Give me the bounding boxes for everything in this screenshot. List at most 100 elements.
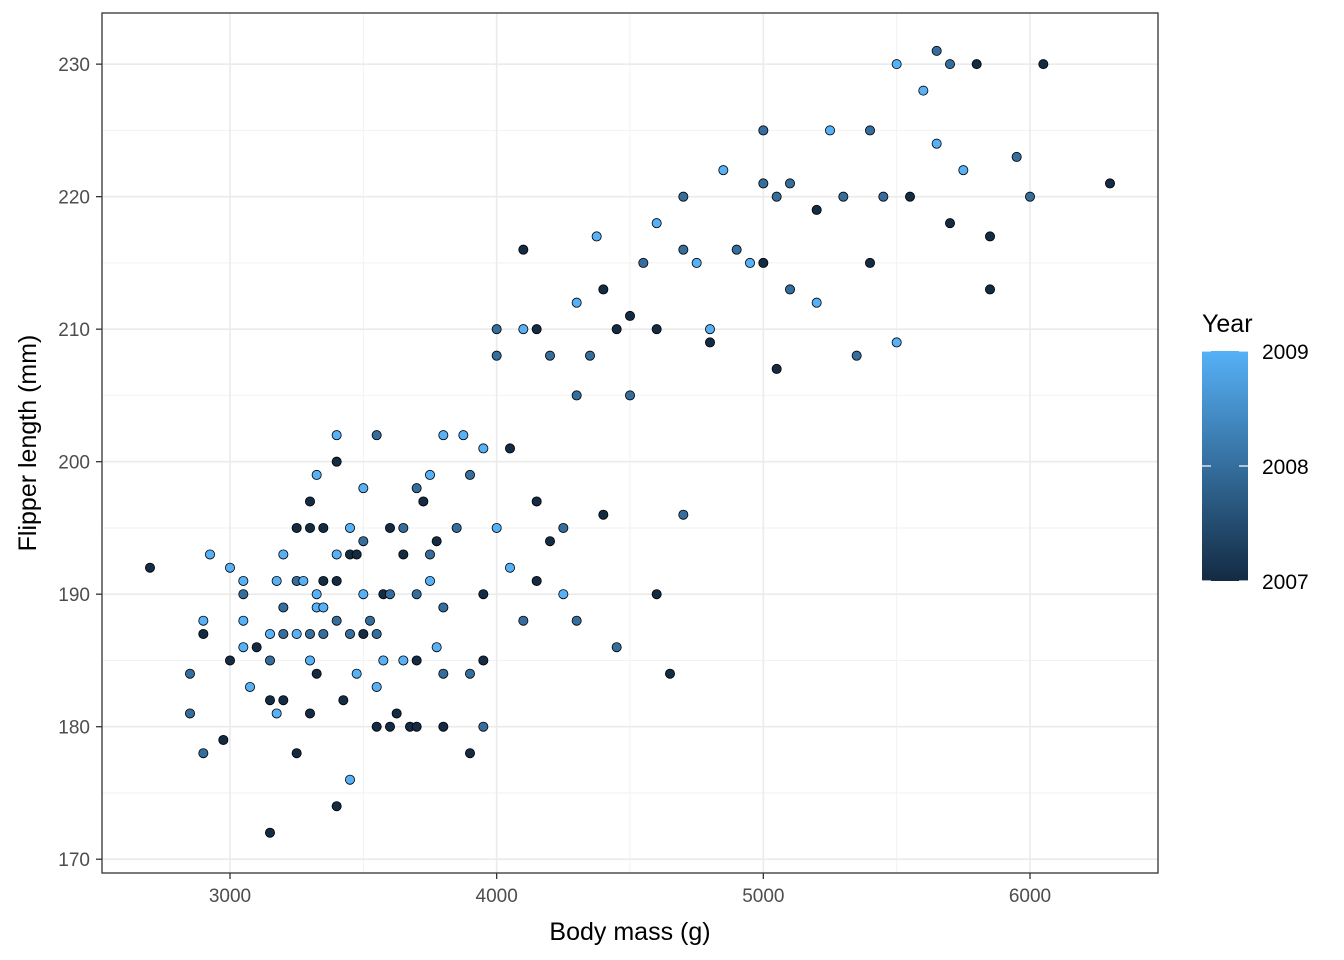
legend: Year 2007 2008 2009 [1202, 310, 1309, 594]
data-point [424, 549, 435, 560]
data-point [244, 681, 255, 692]
data-point [985, 231, 996, 242]
data-point [418, 496, 429, 507]
data-point [545, 536, 556, 547]
data-point [625, 390, 636, 401]
data-point [271, 708, 282, 719]
data-point [371, 430, 382, 441]
data-point [331, 456, 342, 467]
data-point [891, 59, 902, 70]
data-point [625, 310, 636, 321]
data-point [651, 218, 662, 229]
data-point [331, 430, 342, 441]
data-point [598, 284, 609, 295]
data-point [398, 655, 409, 666]
data-point [438, 668, 449, 679]
data-point [811, 297, 822, 308]
data-point [491, 324, 502, 335]
data-point [384, 721, 395, 732]
data-point [384, 522, 395, 533]
data-point [785, 178, 796, 189]
data-point [264, 655, 275, 666]
data-point [331, 549, 342, 560]
data-point [371, 721, 382, 732]
data-point [718, 165, 729, 176]
data-point [678, 191, 689, 202]
data-point [344, 522, 355, 533]
data-point [391, 708, 402, 719]
data-point [344, 774, 355, 785]
data-point [638, 257, 649, 268]
y-tick-label: 170 [58, 850, 90, 871]
x-axis-title: Body mass (g) [549, 918, 710, 946]
data-point [865, 257, 876, 268]
data-point [298, 575, 309, 586]
data-point [771, 191, 782, 202]
y-axis-title: Flipper length (mm) [14, 335, 42, 552]
data-points [144, 45, 1116, 838]
y-tick-label: 220 [58, 188, 90, 209]
data-point [918, 85, 929, 96]
data-point [411, 483, 422, 494]
data-point [891, 337, 902, 348]
data-point [238, 589, 249, 600]
data-point [184, 668, 195, 679]
data-point [304, 522, 315, 533]
data-point [304, 708, 315, 719]
data-point [531, 324, 542, 335]
data-point [198, 628, 209, 639]
data-point [851, 350, 862, 361]
data-point [304, 655, 315, 666]
data-point [478, 655, 489, 666]
data-point [358, 628, 369, 639]
data-point [271, 575, 282, 586]
data-point [571, 615, 582, 626]
data-point [985, 284, 996, 295]
data-point [971, 59, 982, 70]
data-point [344, 628, 355, 639]
data-point [811, 204, 822, 215]
data-point [311, 589, 322, 600]
data-point [198, 748, 209, 759]
data-point [785, 284, 796, 295]
data-point [865, 125, 876, 136]
data-point [678, 244, 689, 255]
data-point [431, 536, 442, 547]
data-point [411, 721, 422, 732]
data-point [838, 191, 849, 202]
data-point [184, 708, 195, 719]
data-point [825, 125, 836, 136]
data-point [384, 589, 395, 600]
x-tick-label: 3000 [209, 886, 251, 907]
data-point [218, 734, 229, 745]
data-point [378, 655, 389, 666]
data-point [464, 469, 475, 480]
data-point [311, 668, 322, 679]
data-point [1105, 178, 1116, 189]
data-point [478, 443, 489, 454]
data-point [905, 191, 916, 202]
data-point [758, 178, 769, 189]
data-point [318, 522, 329, 533]
data-point [504, 443, 515, 454]
data-point [198, 615, 209, 626]
data-point [238, 575, 249, 586]
y-tick-label: 200 [58, 453, 90, 474]
data-point [291, 748, 302, 759]
data-point [1025, 191, 1036, 202]
data-point [264, 827, 275, 838]
data-point [611, 324, 622, 335]
legend-ticks: 2007 2008 2009 [1202, 341, 1309, 594]
data-point [251, 642, 262, 653]
data-point [591, 231, 602, 242]
data-point [491, 350, 502, 361]
data-point [278, 628, 289, 639]
data-point [1011, 151, 1022, 162]
data-point [304, 496, 315, 507]
data-point [464, 748, 475, 759]
data-point [705, 337, 716, 348]
data-point [311, 469, 322, 480]
data-point [945, 59, 956, 70]
data-point [931, 138, 942, 149]
axis-ticks: 3000 4000 5000 6000 170 180 190 200 210 220 230 [58, 55, 1051, 907]
